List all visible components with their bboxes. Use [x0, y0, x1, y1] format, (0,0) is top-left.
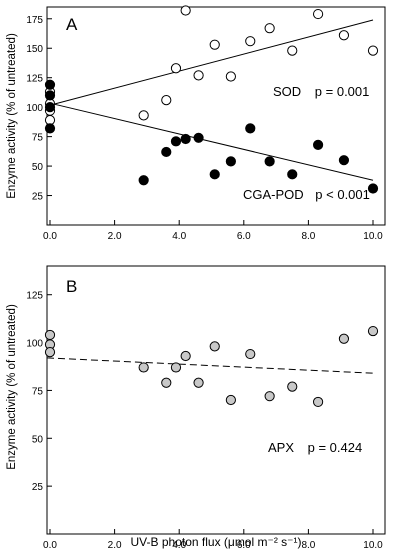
x-axis-label: UV-B photon flux (μmol m⁻² s⁻¹): [131, 535, 302, 549]
panel-b-letter: B: [66, 277, 77, 296]
panel-a-letter: A: [66, 15, 78, 34]
x-tick-label: 8.0: [301, 231, 315, 242]
cga-pod-point: [225, 156, 236, 167]
apx-point: [287, 381, 298, 392]
apx-point: [44, 347, 56, 358]
x-tick-label: 6.0: [237, 231, 251, 242]
cga-pod-series-name: CGA-POD: [243, 187, 304, 202]
x-tick-label: 2.0: [108, 231, 122, 242]
cga-pod-point: [44, 90, 56, 101]
cga-pod-point: [367, 183, 379, 194]
apx-fit-line: [46, 357, 374, 374]
x-tick-label: 10.0: [363, 540, 383, 550]
y-tick-label: 175: [26, 15, 43, 26]
apx-point: [138, 362, 149, 373]
x-tick-label: 0.0: [43, 540, 57, 550]
cga-pod-point: [44, 79, 56, 90]
sod-point: [161, 94, 172, 106]
sod-point: [245, 36, 256, 47]
y-tick-label: 125: [26, 291, 43, 302]
apx-point: [225, 394, 236, 406]
panel-b-points: [44, 325, 379, 408]
apx-point: [170, 362, 182, 373]
x-tick-label: 8.0: [301, 540, 315, 550]
apx-point: [367, 325, 379, 337]
cga-pod-fit-line: [46, 101, 374, 181]
apx-point: [44, 329, 56, 341]
cga-pod-label: CGA-POD p < 0.001: [243, 187, 370, 202]
sod-stat: p = 0.001: [315, 84, 370, 99]
x-tick-label: 6.0: [237, 540, 251, 550]
panel-a-ticks: 25 50 75 100 125 150 175 0.0 2.0 4.0 6.0 8.0 10.0: [26, 15, 383, 242]
cga-pod-point: [209, 169, 220, 180]
cga-pod-point: [170, 136, 182, 147]
apx-point: [338, 333, 350, 344]
cga-pod-point: [138, 175, 149, 186]
x-tick-label: 4.0: [172, 231, 186, 242]
sod-point: [264, 23, 275, 34]
apx-point: [180, 350, 191, 362]
y-tick-label: 75: [32, 386, 44, 397]
apx-point: [161, 377, 172, 388]
sod-point: [180, 5, 191, 16]
panel-b: B Enzyme activity (% of untreated) 25 50 7…: [6, 265, 386, 550]
panel-a-frame: [46, 6, 386, 226]
panel-b-fits: [46, 357, 374, 374]
cga-pod-point: [312, 139, 324, 150]
y-tick-label: 25: [32, 192, 44, 203]
apx-point: [193, 377, 204, 388]
apx-point: [209, 341, 220, 352]
apx-point: [245, 348, 256, 360]
sod-point: [209, 39, 220, 50]
sod-fit-line: [46, 19, 374, 107]
x-tick-label: 2.0: [108, 540, 122, 550]
cga-pod-point: [193, 132, 204, 143]
sod-point: [225, 71, 236, 82]
sod-series-name: SOD: [273, 84, 301, 99]
y-tick-label: 75: [32, 133, 44, 144]
y-tick-label: 125: [26, 74, 43, 85]
cga-pod-stat: p < 0.001: [315, 187, 370, 202]
y-tick-label: 100: [26, 103, 43, 114]
panel-a-points: [44, 5, 379, 194]
cga-pod-point: [245, 123, 256, 134]
sod-point: [193, 70, 204, 81]
x-tick-label: 4.0: [172, 540, 186, 550]
x-tick-label: 0.0: [43, 231, 57, 242]
sod-point: [138, 110, 149, 121]
panel-a-fits: [46, 19, 374, 181]
sod-label: SOD p = 0.001: [273, 84, 369, 99]
panel-b-frame: [46, 265, 386, 535]
apx-series-name: APX: [268, 440, 294, 455]
y-tick-label: 150: [26, 44, 43, 55]
cga-pod-point: [264, 156, 275, 167]
cga-pod-point: [161, 146, 172, 158]
sod-point: [170, 63, 182, 74]
x-tick-label: 10.0: [363, 231, 383, 242]
sod-point: [312, 8, 324, 20]
sod-point: [287, 45, 298, 56]
panel-a: A Enzyme activity (% of untreated) 25 50 7…: [6, 5, 386, 242]
panel-b-ylabel: Enzyme activity (% of untreated): [6, 304, 18, 470]
apx-label: APX p = 0.424: [268, 440, 362, 455]
cga-pod-point: [180, 133, 191, 145]
y-tick-label: 50: [32, 162, 44, 173]
apx-point: [312, 396, 324, 408]
cga-pod-point: [287, 169, 298, 180]
panel-a-ylabel: Enzyme activity (% of untreated): [6, 33, 18, 199]
cga-pod-point: [44, 123, 56, 134]
y-tick-label: 100: [26, 339, 43, 350]
sod-point: [367, 45, 379, 56]
cga-pod-point: [44, 102, 56, 113]
apx-stat: p = 0.424: [308, 440, 363, 455]
apx-point: [264, 391, 275, 402]
cga-pod-point: [338, 155, 350, 166]
sod-point: [338, 30, 350, 41]
panel-b-ticks: 25 50 75 100 125 0.0 2.0 4.0 6.0 8.0 10.0: [26, 291, 383, 550]
y-tick-label: 50: [32, 434, 44, 445]
y-tick-label: 25: [32, 482, 44, 493]
